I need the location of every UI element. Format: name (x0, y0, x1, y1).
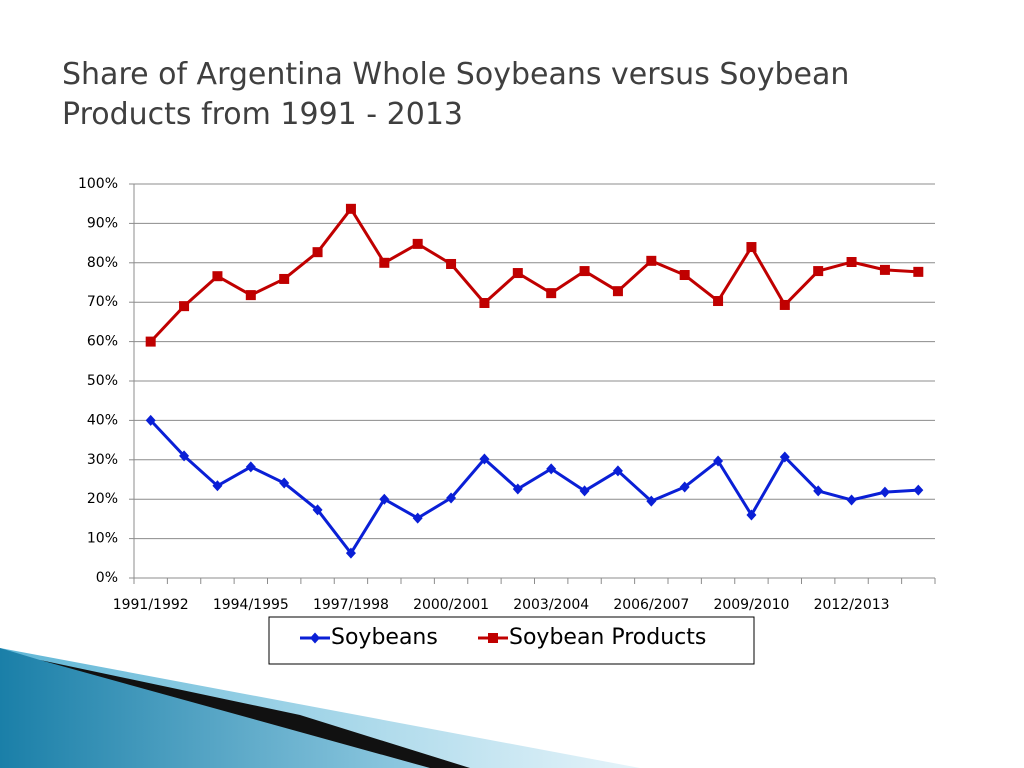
marker (145, 414, 156, 426)
marker (779, 299, 790, 310)
series-line (149, 419, 919, 555)
marker (179, 450, 190, 462)
x-tick-label: 2009/2010 (713, 597, 789, 613)
marker (512, 483, 523, 495)
y-tick-label: 20% (87, 491, 118, 507)
marker (446, 258, 457, 269)
marker (479, 297, 490, 308)
marker (379, 257, 390, 268)
marker (846, 494, 857, 506)
marker (679, 270, 690, 281)
marker (312, 247, 323, 258)
marker (345, 547, 356, 559)
y-tick-label: 80% (87, 255, 118, 271)
y-tick-label: 70% (87, 294, 118, 310)
marker (145, 336, 156, 347)
marker (612, 465, 623, 477)
x-tick-label: 1991/1992 (113, 597, 189, 613)
marker (312, 504, 323, 516)
marker (913, 484, 924, 496)
x-tick-label: 1997/1998 (313, 597, 389, 613)
marker (679, 481, 690, 493)
series-line (149, 207, 919, 343)
y-tick-label: 40% (87, 412, 118, 428)
marker (646, 255, 657, 266)
marker (179, 301, 190, 312)
marker (412, 512, 423, 524)
marker (612, 286, 623, 297)
marker (379, 493, 390, 505)
marker (746, 509, 757, 521)
marker (913, 266, 924, 277)
marker (713, 455, 724, 467)
chart-title: Share of Argentina Whole Soybeans versus… (62, 57, 849, 92)
marker (212, 271, 223, 282)
marker (813, 266, 824, 277)
y-tick-label: 50% (87, 373, 118, 389)
legend-box (268, 616, 755, 665)
marker (879, 264, 890, 275)
marker (546, 288, 557, 299)
y-tick-label: 10% (87, 531, 118, 547)
marker (579, 485, 590, 497)
marker (212, 480, 223, 492)
marker (245, 290, 256, 301)
marker (245, 461, 256, 473)
x-tick-label: 1994/1995 (213, 597, 289, 613)
marker (279, 273, 290, 284)
marker (846, 257, 857, 268)
marker (813, 485, 824, 497)
marker (713, 296, 724, 307)
marker (412, 238, 423, 249)
marker (512, 268, 523, 279)
chart-title: Products from 1991 - 2013 (62, 97, 463, 132)
marker (488, 633, 498, 643)
marker (779, 451, 790, 463)
marker (446, 492, 457, 504)
y-tick-label: 60% (87, 334, 118, 350)
x-tick-label: 2000/2001 (413, 597, 489, 613)
y-tick-label: 100% (78, 176, 118, 192)
y-tick-label: 90% (87, 215, 118, 231)
marker (579, 266, 590, 277)
x-tick-label: 2006/2007 (613, 597, 689, 613)
marker (646, 495, 657, 507)
decoration (0, 648, 640, 768)
y-tick-label: 0% (96, 570, 118, 586)
marker (879, 486, 890, 498)
marker (310, 632, 320, 644)
marker (746, 242, 757, 253)
marker (279, 477, 290, 489)
legend-label: Soybeans (331, 625, 438, 650)
marker (546, 463, 557, 475)
marker (479, 453, 490, 465)
marker (345, 203, 356, 214)
y-tick-label: 30% (87, 452, 118, 468)
legend-label: Soybean Products (509, 625, 706, 650)
x-tick-label: 2012/2013 (814, 597, 890, 613)
x-tick-label: 2003/2004 (513, 597, 589, 613)
